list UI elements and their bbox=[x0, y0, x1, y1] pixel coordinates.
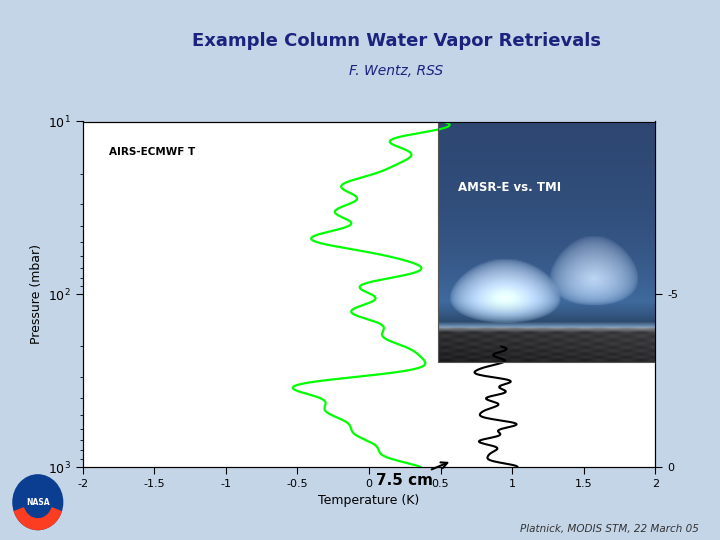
Text: Platnick, MODIS STM, 22 March 05: Platnick, MODIS STM, 22 March 05 bbox=[520, 523, 698, 534]
Circle shape bbox=[13, 475, 63, 530]
Text: AMSR-E vs. TMI: AMSR-E vs. TMI bbox=[458, 181, 561, 194]
Bar bbox=[438, 122, 660, 362]
Polygon shape bbox=[14, 508, 61, 530]
Text: AIRS-ECMWF T: AIRS-ECMWF T bbox=[109, 147, 195, 157]
Text: NASA: NASA bbox=[26, 498, 50, 507]
Y-axis label: Pressure (mbar): Pressure (mbar) bbox=[30, 244, 42, 345]
Text: F. Wentz, RSS: F. Wentz, RSS bbox=[349, 64, 443, 78]
Text: Example Column Water Vapor Retrievals: Example Column Water Vapor Retrievals bbox=[192, 31, 600, 50]
X-axis label: Temperature (K): Temperature (K) bbox=[318, 495, 420, 508]
Text: 7.5 cm: 7.5 cm bbox=[377, 462, 447, 488]
